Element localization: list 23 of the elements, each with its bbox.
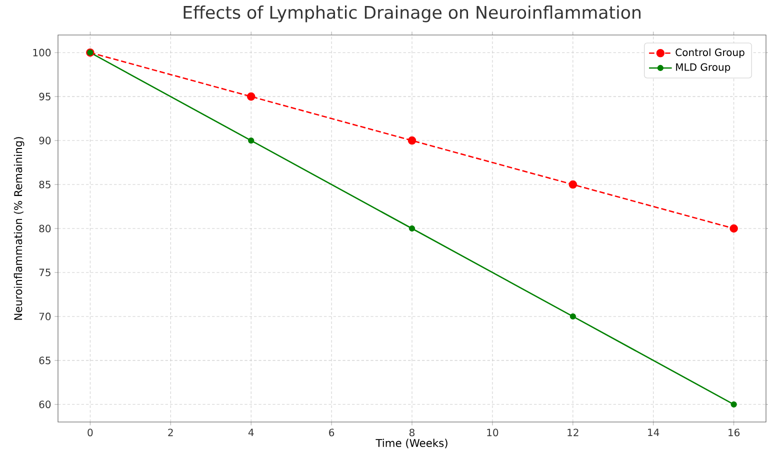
x-tick-label: 14 — [648, 428, 660, 436]
x-tick-label: 6 — [329, 428, 334, 436]
y-axis-title: Neuroinflammation (% Remaining) — [14, 137, 24, 320]
x-tick-label: 16 — [728, 428, 740, 436]
y-tick-label: 90 — [39, 136, 51, 144]
chart-title: Effects of Lymphatic Drainage on Neuroinflammation — [184, 6, 640, 22]
x-tick-label: 8 — [409, 428, 414, 436]
x-tick-label: 2 — [168, 428, 173, 436]
x-tick-label: 10 — [487, 428, 498, 436]
y-tick-label: 65 — [39, 356, 50, 364]
y-tick-label: 75 — [39, 268, 50, 276]
y-tick-label: 100 — [33, 48, 51, 56]
x-tick-label: 0 — [88, 428, 93, 436]
y-tick-label: 70 — [39, 312, 51, 320]
x-axis-title: Time (Weeks) — [376, 438, 448, 448]
x-tick-label: 4 — [248, 428, 254, 436]
y-tick-label: 95 — [39, 92, 50, 100]
legend-label: Control Group — [676, 48, 744, 58]
x-tick-label: 12 — [568, 428, 578, 436]
legend-label: MLD Group — [676, 63, 730, 73]
y-tick-label: 80 — [39, 224, 51, 232]
y-tick-label: 85 — [39, 180, 50, 188]
y-tick-label: 60 — [39, 400, 51, 408]
